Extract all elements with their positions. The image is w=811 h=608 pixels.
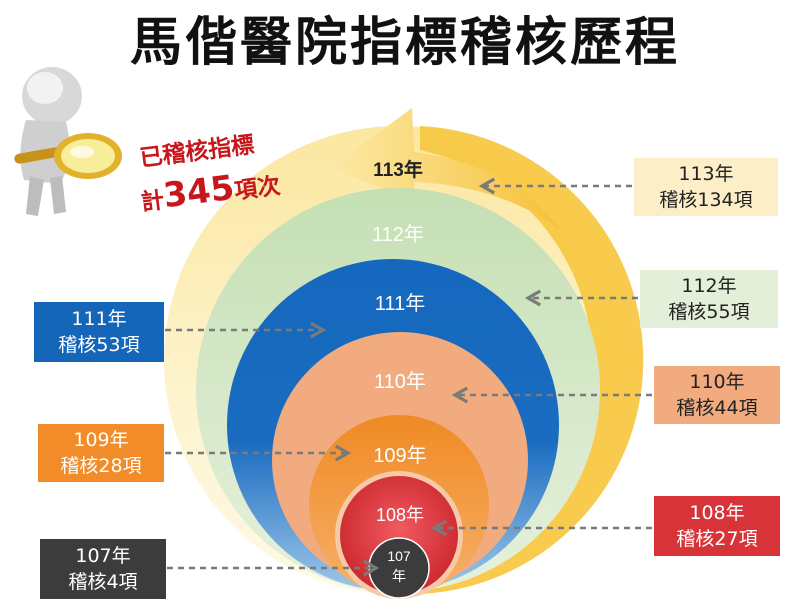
- box-108: 108年 稽核27項: [654, 496, 780, 556]
- figure-with-magnifier-icon: [14, 67, 122, 216]
- box-112-year: 112年: [681, 275, 737, 297]
- label-113: 113年: [373, 158, 423, 181]
- box-113: 113年 稽核134項: [634, 158, 778, 216]
- box-112: 112年 稽核55項: [640, 270, 778, 328]
- box-110-year: 110年: [689, 371, 745, 393]
- page-title: 馬偕醫院指標稽核歷程: [130, 14, 680, 72]
- summary-line2: 計345項次: [138, 162, 282, 219]
- label-110: 110年: [374, 370, 426, 393]
- label-112: 112年: [372, 223, 424, 246]
- box-108-year: 108年: [689, 502, 745, 524]
- yellow-arc-band: [398, 126, 644, 595]
- box-112-count: 稽核55項: [668, 301, 750, 323]
- box-110: 110年 稽核44項: [654, 366, 780, 424]
- box-111-year: 111年: [71, 308, 127, 330]
- box-113-count: 稽核134項: [659, 189, 753, 211]
- box-110-count: 稽核44項: [676, 397, 758, 419]
- box-109-year: 109年: [73, 429, 129, 451]
- label-111: 111年: [375, 292, 425, 315]
- box-108-count: 稽核27項: [676, 528, 758, 550]
- label-109: 109年: [373, 444, 426, 467]
- box-111-count: 稽核53項: [58, 334, 140, 356]
- box-107-count: 稽核4項: [68, 571, 138, 593]
- box-111: 111年 稽核53項: [34, 302, 164, 362]
- box-107-year: 107年: [75, 545, 131, 567]
- cycle-arrow-head: [330, 108, 560, 230]
- label-107-line2: 年: [392, 568, 406, 584]
- box-113-year: 113年: [678, 163, 734, 185]
- box-109-count: 稽核28項: [60, 455, 142, 477]
- summary-line1: 已稽核指標: [138, 131, 255, 172]
- box-107: 107年 稽核4項: [40, 539, 166, 599]
- box-109: 109年 稽核28項: [38, 424, 164, 482]
- label-108: 108年: [376, 505, 424, 525]
- label-107-line1: 107: [387, 548, 411, 564]
